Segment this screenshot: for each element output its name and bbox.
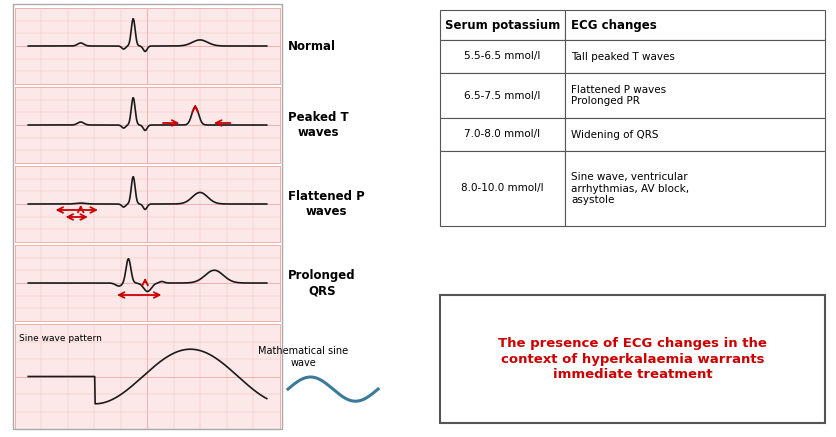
Text: Peaked T
waves: Peaked T waves xyxy=(288,111,349,139)
Bar xyxy=(440,10,564,40)
Bar xyxy=(15,324,280,429)
Text: 7.0-8.0 mmol/l: 7.0-8.0 mmol/l xyxy=(464,129,540,139)
Text: Serum potassium: Serum potassium xyxy=(445,18,559,31)
Bar xyxy=(15,245,280,321)
Text: Tall peaked T waves: Tall peaked T waves xyxy=(570,52,674,62)
Bar xyxy=(15,8,280,84)
Text: 6.5-7.5 mmol/l: 6.5-7.5 mmol/l xyxy=(464,90,540,101)
Bar xyxy=(564,10,824,40)
Text: 8.0-10.0 mmol/l: 8.0-10.0 mmol/l xyxy=(461,184,543,194)
Text: Widening of QRS: Widening of QRS xyxy=(570,129,658,139)
Text: Flattened P waves
Prolonged PR: Flattened P waves Prolonged PR xyxy=(570,85,665,106)
Text: Sine wave pattern: Sine wave pattern xyxy=(19,334,102,343)
Bar xyxy=(13,4,282,429)
Bar xyxy=(15,87,280,163)
Bar xyxy=(440,295,824,423)
Text: The presence of ECG changes in the
context of hyperkalaemia warrants
immediate t: The presence of ECG changes in the conte… xyxy=(497,337,766,381)
Bar xyxy=(440,73,564,118)
Bar xyxy=(564,40,824,73)
Text: 5.5-6.5 mmol/l: 5.5-6.5 mmol/l xyxy=(464,52,540,62)
Bar xyxy=(440,151,564,226)
Text: Mathematical sine
wave: Mathematical sine wave xyxy=(257,346,348,368)
Bar xyxy=(15,166,280,242)
Bar xyxy=(564,118,824,151)
Text: Flattened P
waves: Flattened P waves xyxy=(288,190,364,218)
Text: Prolonged
QRS: Prolonged QRS xyxy=(288,269,355,297)
Bar xyxy=(440,118,564,151)
Text: Normal: Normal xyxy=(288,39,335,52)
Bar xyxy=(440,40,564,73)
Bar xyxy=(564,151,824,226)
Bar xyxy=(564,73,824,118)
Text: Sine wave, ventricular
arrhythmias, AV block,
asystole: Sine wave, ventricular arrhythmias, AV b… xyxy=(570,172,688,205)
Text: ECG changes: ECG changes xyxy=(570,18,656,31)
